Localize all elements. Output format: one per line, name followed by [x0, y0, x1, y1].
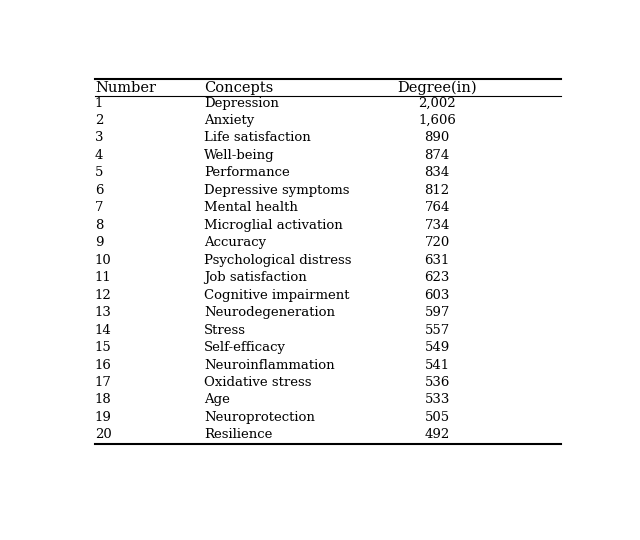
Text: 3: 3	[95, 131, 104, 145]
Text: Performance: Performance	[204, 166, 290, 179]
Text: 557: 557	[424, 323, 450, 336]
Text: 603: 603	[424, 289, 450, 302]
Text: 890: 890	[424, 131, 450, 145]
Text: 1: 1	[95, 97, 103, 110]
Text: Depressive symptoms: Depressive symptoms	[204, 184, 349, 197]
Text: 4: 4	[95, 149, 103, 162]
Text: Accuracy: Accuracy	[204, 237, 266, 249]
Text: 16: 16	[95, 359, 112, 372]
Text: 631: 631	[424, 254, 450, 267]
Text: 834: 834	[424, 166, 450, 179]
Text: 5: 5	[95, 166, 103, 179]
Text: Degree(in): Degree(in)	[397, 80, 477, 95]
Text: 20: 20	[95, 428, 111, 441]
Text: 1,606: 1,606	[418, 114, 456, 127]
Text: Cognitive impairment: Cognitive impairment	[204, 289, 349, 302]
Text: Well-being: Well-being	[204, 149, 275, 162]
Text: Neuroinflammation: Neuroinflammation	[204, 359, 335, 372]
Text: 541: 541	[424, 359, 450, 372]
Text: Stress: Stress	[204, 323, 246, 336]
Text: Microglial activation: Microglial activation	[204, 219, 343, 232]
Text: Psychological distress: Psychological distress	[204, 254, 351, 267]
Text: 2,002: 2,002	[419, 97, 456, 110]
Text: Resilience: Resilience	[204, 428, 273, 441]
Text: 13: 13	[95, 306, 112, 319]
Text: Mental health: Mental health	[204, 201, 298, 214]
Text: Oxidative stress: Oxidative stress	[204, 376, 312, 389]
Text: 10: 10	[95, 254, 111, 267]
Text: 734: 734	[424, 219, 450, 232]
Text: Job satisfaction: Job satisfaction	[204, 271, 307, 284]
Text: Life satisfaction: Life satisfaction	[204, 131, 311, 145]
Text: 2: 2	[95, 114, 103, 127]
Text: 874: 874	[424, 149, 450, 162]
Text: 764: 764	[424, 201, 450, 214]
Text: 720: 720	[424, 237, 450, 249]
Text: Number: Number	[95, 80, 156, 94]
Text: 15: 15	[95, 341, 111, 354]
Text: 536: 536	[424, 376, 450, 389]
Text: Anxiety: Anxiety	[204, 114, 254, 127]
Text: Age: Age	[204, 394, 230, 407]
Text: 17: 17	[95, 376, 112, 389]
Text: 533: 533	[424, 394, 450, 407]
Text: 19: 19	[95, 411, 112, 424]
Text: 8: 8	[95, 219, 103, 232]
Text: 7: 7	[95, 201, 104, 214]
Text: 812: 812	[424, 184, 450, 197]
Text: 18: 18	[95, 394, 111, 407]
Text: Self-efficacy: Self-efficacy	[204, 341, 286, 354]
Text: 492: 492	[424, 428, 450, 441]
Text: 623: 623	[424, 271, 450, 284]
Text: Neurodegeneration: Neurodegeneration	[204, 306, 335, 319]
Text: 505: 505	[424, 411, 450, 424]
Text: Neuroprotection: Neuroprotection	[204, 411, 315, 424]
Text: 12: 12	[95, 289, 111, 302]
Text: 11: 11	[95, 271, 111, 284]
Text: 9: 9	[95, 237, 104, 249]
Text: 597: 597	[424, 306, 450, 319]
Text: 14: 14	[95, 323, 111, 336]
Text: 549: 549	[424, 341, 450, 354]
Text: 6: 6	[95, 184, 104, 197]
Text: Concepts: Concepts	[204, 80, 273, 94]
Text: Depression: Depression	[204, 97, 279, 110]
